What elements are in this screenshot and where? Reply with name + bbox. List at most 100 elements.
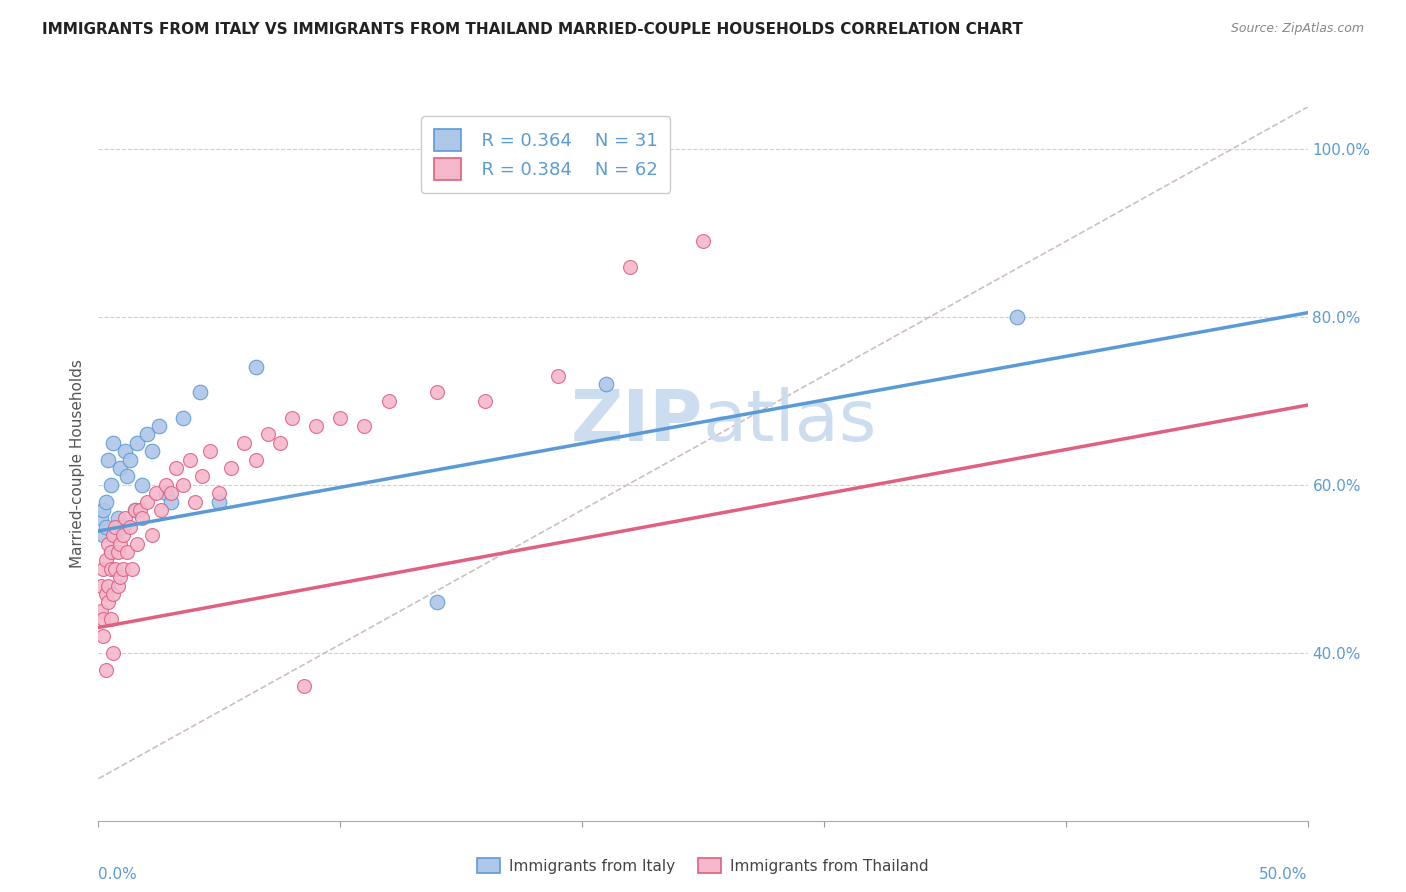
Point — [245, 452, 267, 467]
Point — [595, 377, 617, 392]
Point — [97, 595, 120, 609]
Point — [1007, 310, 1029, 324]
Point — [104, 562, 127, 576]
Point — [91, 528, 114, 542]
Point — [104, 520, 127, 534]
Point — [292, 679, 315, 693]
Point — [128, 503, 150, 517]
Point — [100, 545, 122, 559]
Point — [148, 419, 170, 434]
Point — [107, 545, 129, 559]
Point — [188, 385, 211, 400]
Point — [94, 494, 117, 508]
Point — [160, 494, 183, 508]
Point — [221, 461, 243, 475]
Point — [101, 435, 124, 450]
Point — [97, 536, 120, 550]
Text: IMMIGRANTS FROM ITALY VS IMMIGRANTS FROM THAILAND MARRIED-COUPLE HOUSEHOLDS CORR: IMMIGRANTS FROM ITALY VS IMMIGRANTS FROM… — [42, 22, 1024, 37]
Point — [141, 528, 163, 542]
Point — [232, 435, 254, 450]
Point — [150, 503, 173, 517]
Point — [353, 419, 375, 434]
Point — [100, 478, 122, 492]
Point — [426, 595, 449, 609]
Point — [208, 494, 231, 508]
Point — [256, 427, 278, 442]
Point — [118, 452, 141, 467]
Point — [160, 486, 183, 500]
Point — [100, 545, 122, 559]
Point — [97, 452, 120, 467]
Point — [269, 435, 291, 450]
Point — [94, 520, 117, 534]
Point — [101, 528, 124, 542]
Point — [692, 235, 714, 249]
Point — [135, 427, 157, 442]
Point — [165, 461, 187, 475]
Point — [114, 444, 136, 458]
Text: atlas: atlas — [703, 386, 877, 456]
Point — [91, 612, 114, 626]
Point — [91, 503, 114, 517]
Point — [90, 511, 112, 525]
Point — [124, 503, 146, 517]
Text: ZIP: ZIP — [571, 386, 703, 456]
Point — [377, 393, 399, 408]
Point — [124, 503, 146, 517]
Point — [118, 520, 141, 534]
Point — [547, 368, 569, 383]
Point — [97, 578, 120, 592]
Point — [155, 486, 177, 500]
Point — [141, 444, 163, 458]
Point — [117, 545, 139, 559]
Point — [305, 419, 328, 434]
Point — [155, 478, 177, 492]
Point — [100, 612, 122, 626]
Point — [131, 511, 153, 525]
Point — [101, 587, 124, 601]
Point — [145, 486, 167, 500]
Point — [184, 494, 207, 508]
Text: Source: ZipAtlas.com: Source: ZipAtlas.com — [1230, 22, 1364, 36]
Point — [208, 486, 231, 500]
Point — [619, 260, 641, 274]
Point — [121, 562, 143, 576]
Point — [111, 528, 134, 542]
Point — [281, 410, 304, 425]
Point — [108, 461, 131, 475]
Legend:   R = 0.364    N = 31,   R = 0.384    N = 62: R = 0.364 N = 31, R = 0.384 N = 62 — [422, 116, 671, 193]
Point — [100, 562, 122, 576]
Text: 50.0%: 50.0% — [1260, 867, 1308, 882]
Point — [426, 385, 449, 400]
Point — [474, 393, 496, 408]
Point — [198, 444, 221, 458]
Legend: Immigrants from Italy, Immigrants from Thailand: Immigrants from Italy, Immigrants from T… — [471, 852, 935, 880]
Point — [127, 435, 149, 450]
Point — [94, 553, 117, 567]
Point — [91, 562, 114, 576]
Point — [117, 469, 139, 483]
Point — [329, 410, 352, 425]
Point — [108, 536, 131, 550]
Point — [135, 494, 157, 508]
Text: 0.0%: 0.0% — [98, 867, 138, 882]
Point — [191, 469, 214, 483]
Point — [104, 528, 127, 542]
Point — [131, 478, 153, 492]
Point — [245, 360, 267, 375]
Point — [179, 452, 201, 467]
Y-axis label: Married-couple Households: Married-couple Households — [69, 359, 84, 568]
Point — [101, 646, 124, 660]
Point — [108, 570, 131, 584]
Point — [114, 511, 136, 525]
Point — [90, 604, 112, 618]
Point — [172, 410, 194, 425]
Point — [107, 578, 129, 592]
Point — [107, 511, 129, 525]
Point — [172, 478, 194, 492]
Point — [91, 629, 114, 643]
Point — [111, 520, 134, 534]
Point — [94, 587, 117, 601]
Point — [127, 536, 149, 550]
Point — [94, 663, 117, 677]
